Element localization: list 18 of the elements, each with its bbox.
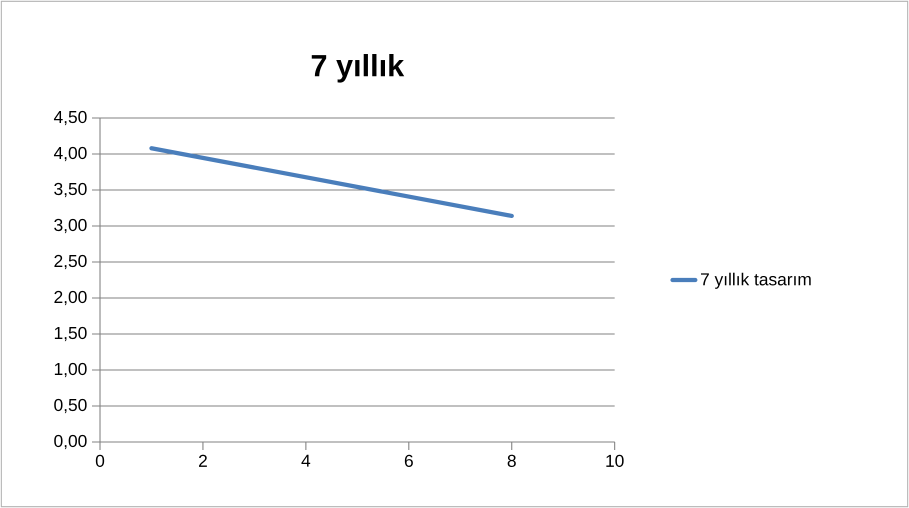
y-tick-label: 0,50: [54, 398, 87, 414]
x-tick-label: 8: [508, 454, 516, 467]
y-tick-label: 1,50: [54, 326, 87, 342]
chart-title: 7 yıllık: [312, 54, 404, 83]
x-tick-label: 0: [96, 454, 104, 467]
x-tick-label: 10: [606, 454, 624, 467]
y-tick-label: 3,00: [54, 218, 87, 234]
y-tick-label: 3,50: [54, 182, 87, 198]
y-tick-label: 4,50: [54, 110, 87, 126]
legend-label: 7 yıllık tasarım: [701, 272, 811, 289]
y-tick-label: 4,00: [54, 146, 87, 162]
x-tick-label: 4: [301, 454, 310, 467]
y-tick-label: 0,00: [54, 434, 87, 450]
x-tick-label: 6: [404, 454, 413, 467]
x-tick-label: 2: [199, 454, 207, 467]
y-tick-label: 1,00: [54, 362, 87, 378]
y-tick-label: 2,50: [54, 254, 87, 270]
y-tick-label: 2,00: [54, 290, 87, 306]
